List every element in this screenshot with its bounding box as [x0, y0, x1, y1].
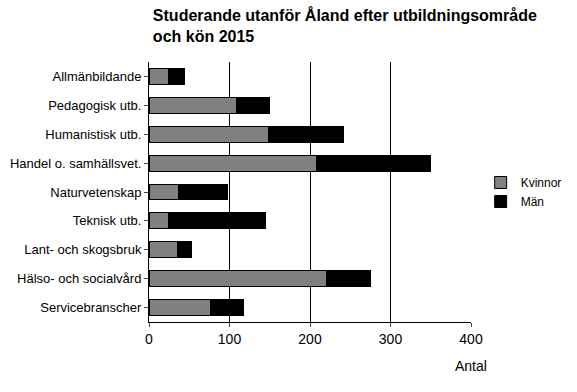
svg-text:200: 200 [298, 331, 322, 347]
svg-text:Servicebranscher: Servicebranscher [40, 300, 142, 315]
svg-text:Teknisk utb.: Teknisk utb. [73, 213, 142, 228]
svg-text:Kvinnor: Kvinnor [521, 176, 562, 190]
svg-text:400: 400 [459, 331, 483, 347]
svg-text:Handel o. samhällsvet.: Handel o. samhällsvet. [10, 156, 142, 171]
svg-text:Lant- och skogsbruk: Lant- och skogsbruk [24, 242, 142, 257]
svg-text:300: 300 [379, 331, 403, 347]
svg-text:Män: Män [521, 195, 544, 209]
svg-text:Allmänbildande: Allmänbildande [52, 69, 141, 84]
svg-text:Humanistisk utb.: Humanistisk utb. [45, 127, 141, 142]
svg-text:Pedagogisk utb.: Pedagogisk utb. [48, 98, 141, 113]
svg-text:100: 100 [218, 331, 242, 347]
svg-text:Antal: Antal [455, 358, 487, 374]
svg-text:Hälso- och socialvård: Hälso- och socialvård [17, 271, 141, 286]
svg-text:Naturvetenskap: Naturvetenskap [50, 185, 141, 200]
svg-text:Studerande utanför Åland efter: Studerande utanför Åland efter utbildnin… [153, 6, 537, 45]
svg-text:0: 0 [145, 331, 153, 347]
